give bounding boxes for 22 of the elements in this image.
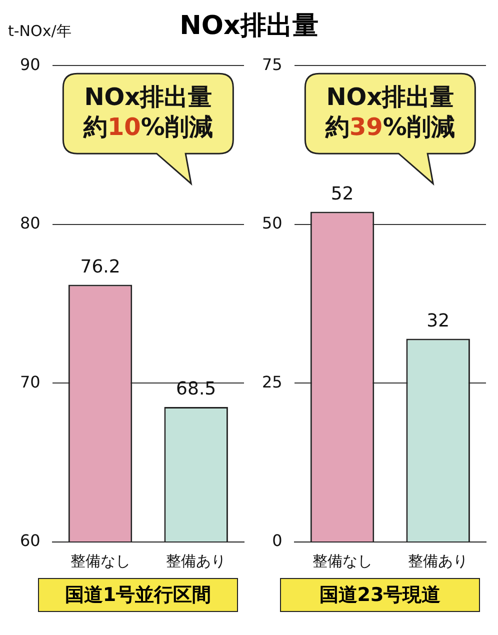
y-tick-label: 50 (262, 214, 282, 233)
data-label: 32 (426, 310, 450, 332)
y-tick-label: 90 (20, 54, 40, 74)
y-axis-title: t-NOx/年 (8, 22, 72, 40)
data-label: 68.5 (176, 378, 216, 400)
y-tick-label: 25 (262, 372, 282, 392)
data-label: 52 (330, 183, 354, 204)
x-axis-title: 国道23号現道 (280, 578, 480, 612)
x-axis-title: 国道1号並行区間 (38, 578, 238, 612)
x-tick-label: 整備あり (166, 552, 226, 570)
x-tick-label: 整備なし (70, 552, 130, 570)
y-tick-label: 80 (20, 214, 40, 233)
y-tick-label: 0 (272, 531, 282, 550)
annotation: NOx排出量約10%削減 (82, 82, 213, 141)
chart-title: NOx排出量 (180, 11, 318, 41)
y-tick-label: 75 (262, 54, 282, 74)
y-tick-label: 70 (20, 372, 40, 392)
annotation: NOx排出量約39%削減 (324, 82, 455, 141)
y-tick-label: 60 (20, 531, 40, 550)
x-tick-label: 整備なし (312, 552, 372, 570)
data-label: 76.2 (80, 256, 120, 278)
x-tick-label: 整備あり (408, 552, 468, 570)
